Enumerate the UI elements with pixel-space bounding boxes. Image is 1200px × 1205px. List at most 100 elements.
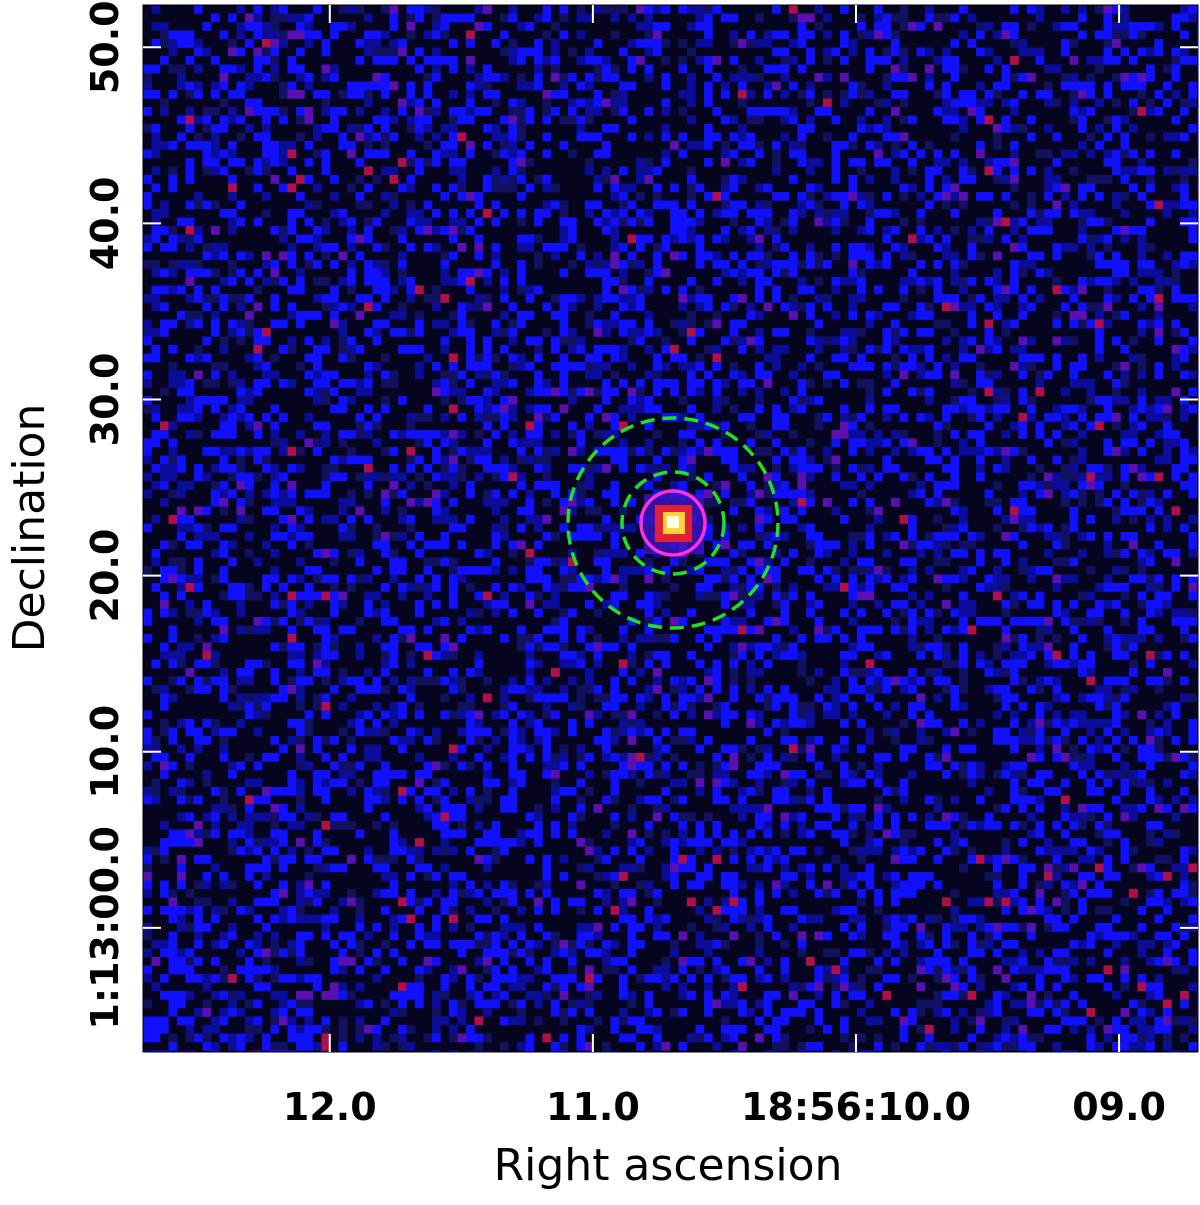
pixel: [1052, 200, 1062, 210]
pixel: [364, 124, 373, 133]
pixel: [959, 617, 968, 626]
pixel: [508, 549, 518, 558]
pixel: [415, 455, 424, 465]
pixel: [236, 702, 246, 711]
pixel: [279, 438, 288, 448]
pixel: [993, 668, 1002, 677]
pixel: [1154, 404, 1164, 414]
pixel: [321, 336, 331, 346]
pixel: [1154, 268, 1164, 278]
pixel: [372, 727, 382, 737]
pixel: [270, 47, 280, 57]
pixel: [457, 175, 467, 184]
pixel: [330, 651, 339, 660]
pixel: [287, 285, 297, 295]
pixel: [262, 693, 271, 703]
pixel: [942, 481, 951, 490]
pixel: [891, 617, 900, 626]
pixel: [160, 56, 169, 65]
pixel: [559, 243, 569, 252]
pixel: [576, 659, 586, 669]
pixel: [568, 506, 577, 516]
pixel: [993, 268, 1002, 278]
pixel: [1010, 124, 1019, 133]
pixel: [882, 30, 892, 40]
pixel: [253, 183, 263, 193]
pixel: [517, 744, 526, 754]
pixel: [670, 676, 679, 686]
pixel: [942, 464, 951, 473]
pixel: [670, 251, 679, 261]
pixel: [721, 489, 730, 499]
pixel: [1027, 353, 1036, 363]
pixel: [814, 421, 824, 431]
pixel: [619, 379, 628, 388]
pixel: [415, 64, 424, 74]
pixel: [143, 294, 152, 303]
pixel: [797, 387, 807, 397]
pixel: [177, 719, 186, 728]
pixel: [347, 353, 356, 363]
pixel: [406, 727, 416, 737]
pixel: [253, 591, 263, 601]
pixel: [1120, 30, 1130, 40]
pixel: [389, 651, 399, 660]
pixel: [942, 251, 951, 261]
pixel: [1052, 353, 1062, 363]
pixel: [593, 574, 603, 584]
pixel: [491, 243, 501, 252]
pixel: [899, 600, 909, 609]
pixel: [704, 642, 713, 652]
pixel: [211, 166, 220, 176]
pixel: [806, 30, 815, 40]
pixel: [704, 158, 713, 167]
pixel: [891, 243, 900, 252]
pixel: [279, 277, 288, 286]
pixel: [338, 506, 348, 516]
pixel: [491, 251, 501, 261]
pixel: [636, 387, 645, 397]
pixel: [381, 73, 390, 82]
pixel: [763, 39, 773, 48]
pixel: [287, 498, 297, 507]
pixel: [389, 5, 399, 14]
pixel: [202, 642, 212, 652]
pixel: [755, 370, 764, 380]
pixel: [1146, 659, 1155, 669]
pixel: [661, 39, 671, 48]
pixel: [967, 175, 977, 184]
pixel: [219, 447, 229, 456]
pixel: [823, 56, 832, 65]
pixel: [1078, 532, 1087, 541]
pixel: [534, 447, 543, 456]
pixel: [704, 302, 713, 312]
pixel: [517, 625, 526, 635]
pixel: [738, 591, 747, 601]
pixel: [780, 243, 790, 252]
pixel: [542, 532, 552, 541]
pixel: [1120, 81, 1130, 91]
pixel: [491, 387, 501, 397]
pixel: [1180, 47, 1189, 57]
pixel: [568, 396, 577, 405]
pixel: [1001, 22, 1011, 31]
pixel: [695, 387, 705, 397]
pixel: [287, 659, 297, 669]
pixel: [1112, 387, 1121, 397]
pixel: [245, 328, 254, 337]
pixel: [840, 90, 849, 99]
pixel: [729, 319, 739, 329]
pixel: [1027, 523, 1036, 533]
pixel: [466, 455, 475, 465]
pixel: [1078, 13, 1087, 23]
pixel: [976, 362, 985, 371]
pixel: [398, 472, 407, 482]
pixel: [313, 744, 322, 754]
pixel: [797, 396, 807, 405]
pixel: [916, 387, 926, 397]
pixel: [602, 166, 611, 176]
pixel: [874, 311, 883, 320]
pixel: [585, 311, 594, 320]
pixel: [559, 234, 569, 244]
pixel: [602, 736, 611, 745]
